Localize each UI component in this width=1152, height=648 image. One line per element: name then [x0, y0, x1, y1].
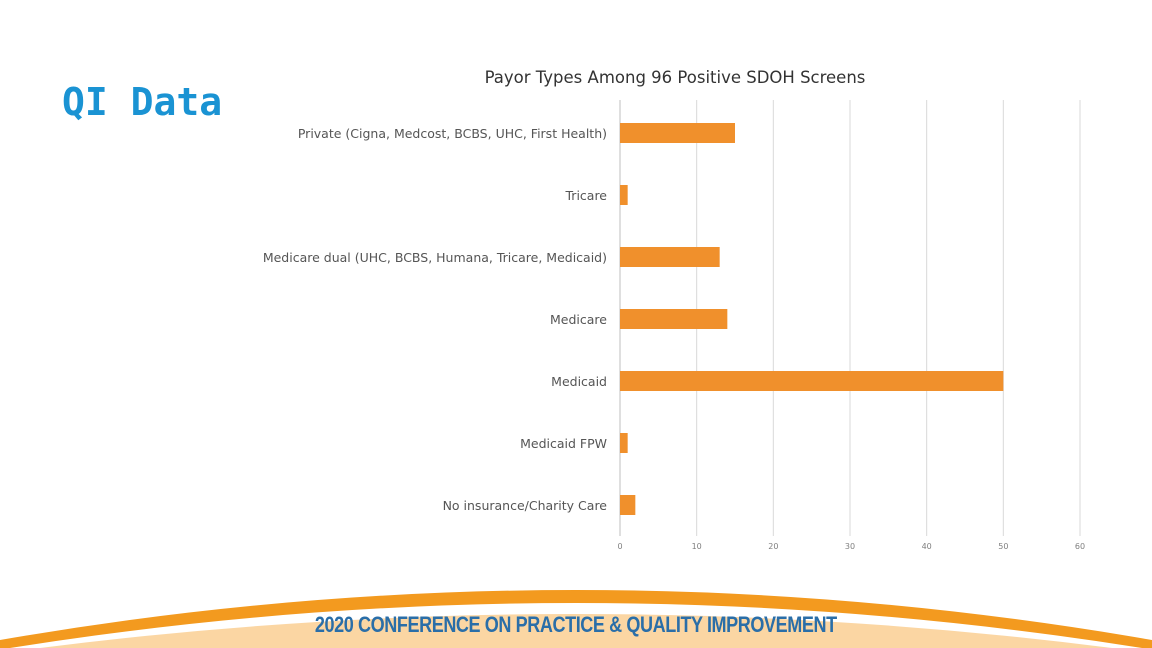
slide-title: QI Data: [62, 80, 223, 124]
bar-chart: Payor Types Among 96 Positive SDOH Scree…: [263, 68, 1085, 551]
bar-0: [620, 123, 735, 143]
bar-2: [620, 247, 720, 267]
x-tick-label: 10: [692, 542, 702, 551]
x-tick-label: 30: [845, 542, 855, 551]
category-label: No insurance/Charity Care: [443, 498, 608, 513]
category-label: Medicare: [550, 312, 607, 327]
category-label: Medicaid FPW: [520, 436, 607, 451]
bar-3: [620, 309, 728, 329]
conference-banner: 2020 CONFERENCE ON PRACTICE & QUALITY IM…: [314, 612, 837, 637]
category-labels: Private (Cigna, Medcost, BCBS, UHC, Firs…: [263, 126, 607, 513]
category-label: Medicare dual (UHC, BCBS, Humana, Tricar…: [263, 250, 607, 265]
category-label: Private (Cigna, Medcost, BCBS, UHC, Firs…: [298, 126, 607, 141]
x-tick-label: 40: [922, 542, 932, 551]
bar-series: [620, 123, 1004, 515]
x-tick-label: 0: [617, 542, 622, 551]
category-label: Medicaid: [551, 374, 607, 389]
bar-4: [620, 371, 1004, 391]
bar-5: [620, 433, 628, 453]
bar-6: [620, 495, 636, 515]
footer-swoosh: [0, 590, 1152, 648]
bar-1: [620, 185, 628, 205]
x-tick-label: 60: [1075, 542, 1085, 551]
x-axis-ticks: 0 10 20 30 40 50 60: [617, 542, 1085, 551]
category-label: Tricare: [565, 188, 608, 203]
chart-title: Payor Types Among 96 Positive SDOH Scree…: [485, 68, 866, 87]
x-tick-label: 50: [998, 542, 1008, 551]
x-tick-label: 20: [768, 542, 778, 551]
